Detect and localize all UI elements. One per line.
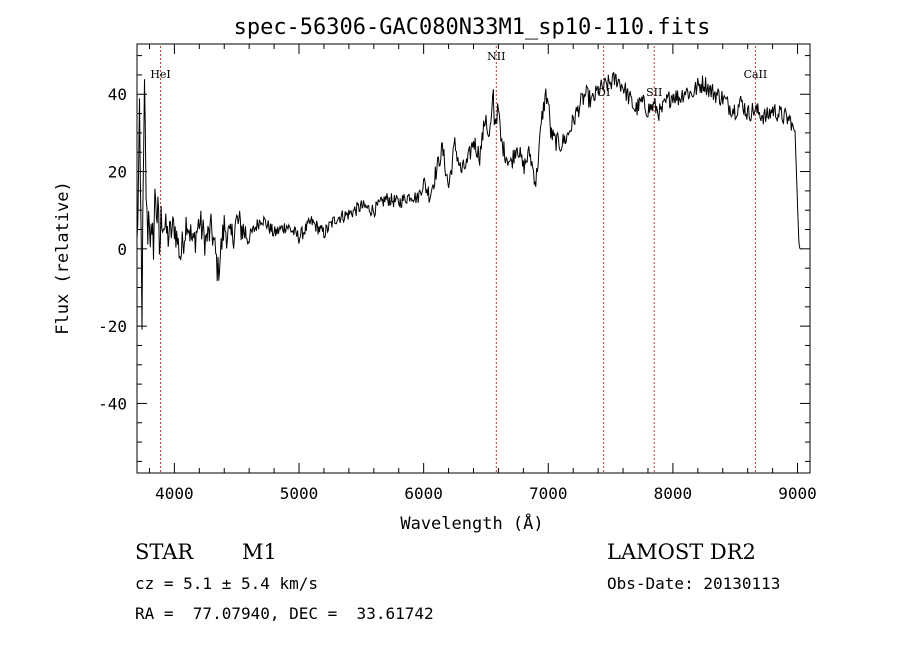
- x-tick-label: 7000: [529, 484, 568, 503]
- y-tick-label: 0: [117, 240, 127, 259]
- y-tick-label: 40: [108, 85, 127, 104]
- x-tick-label: 6000: [404, 484, 443, 503]
- x-tick-label: 5000: [280, 484, 319, 503]
- plot-frame: [136, 43, 811, 474]
- object-class: STAR: [135, 540, 194, 564]
- x-tick-label: 9000: [778, 484, 817, 503]
- coordinates-text: RA = 77.07940, DEC = 33.61742: [135, 604, 434, 623]
- line-label-nii: NII: [487, 50, 505, 63]
- x-axis-label: Wavelength (Å): [400, 512, 543, 534]
- line-label-caii: CaII: [744, 68, 768, 81]
- survey-label: LAMOST DR2: [607, 540, 756, 564]
- line-label-hei: HeI: [150, 68, 170, 81]
- spectrum-series-line: [136, 71, 801, 330]
- obs-date-text: Obs-Date: 20130113: [607, 574, 781, 593]
- object-subclass: M1: [242, 540, 277, 564]
- y-axis-label: Flux (relative): [53, 181, 73, 335]
- x-tick-label: 8000: [654, 484, 693, 503]
- redshift-text: cz = 5.1 ± 5.4 km/s: [135, 574, 319, 593]
- line-label-sii: SII: [646, 86, 662, 99]
- y-tick-label: -20: [98, 317, 127, 336]
- chart-title: spec-56306-GAC080N33M1_sp10-110.fits: [234, 15, 711, 40]
- axis-ticks: 4000 5000 6000 7000 8000 9000 -40 -20 0 20 40: [98, 44, 817, 503]
- y-tick-label: -40: [98, 394, 127, 413]
- x-tick-label: 4000: [155, 484, 194, 503]
- y-tick-label: 20: [108, 163, 127, 182]
